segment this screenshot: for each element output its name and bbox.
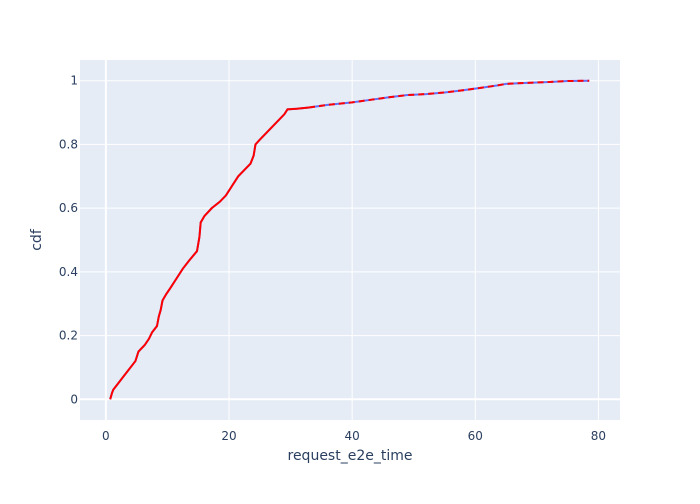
x-tick-label: 60 [468, 429, 483, 443]
y-axis-title: cdf [29, 228, 45, 251]
y-tick-label: 0 [70, 392, 78, 406]
series-group [109, 79, 590, 400]
y-tick-labels: 0 0.2 0.4 0.6 0.8 1 [59, 74, 78, 407]
x-tick-label: 20 [221, 429, 236, 443]
cdf-red-line-dashed [308, 79, 590, 109]
cdf-red-line-solid [109, 106, 310, 400]
y-tick-label: 0.4 [59, 265, 78, 279]
x-axis-title: request_e2e_time [288, 448, 413, 464]
plot-background [80, 60, 620, 420]
y-tick-label: 0.2 [59, 329, 78, 343]
x-tick-labels: 0 20 40 60 80 [102, 429, 606, 443]
x-tick-label: 0 [102, 429, 110, 443]
x-tick-label: 40 [345, 429, 360, 443]
y-tick-label: 0.8 [59, 137, 78, 151]
y-tick-label: 1 [70, 74, 78, 88]
grid-lines [80, 60, 620, 420]
y-tick-label: 0.6 [59, 201, 78, 215]
x-tick-label: 80 [591, 429, 606, 443]
